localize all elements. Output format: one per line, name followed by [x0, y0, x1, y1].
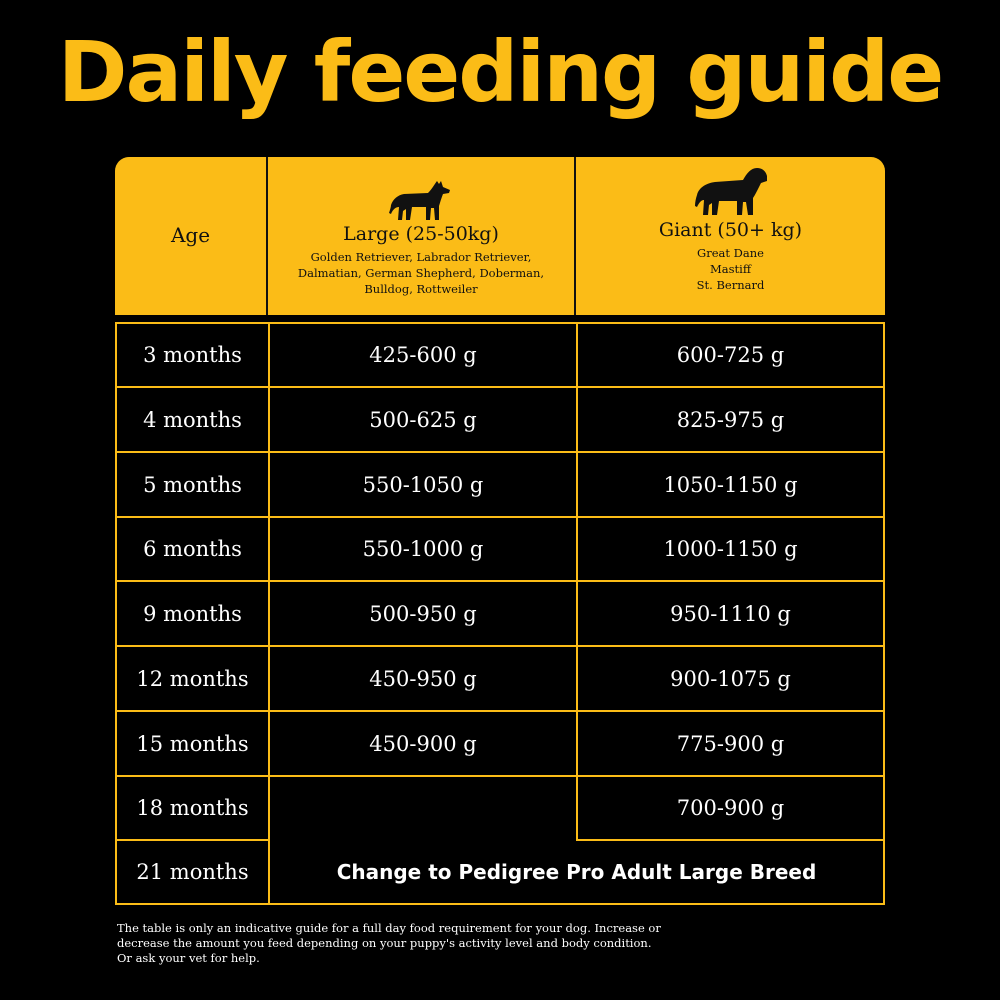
large-amount-cell: 550-1000 g	[268, 516, 578, 582]
header-giant-title: Giant (50+ kg)	[658, 219, 803, 241]
footer-line: decrease the amount you feed depending o…	[117, 936, 652, 950]
large-amount-cell: 500-625 g	[268, 386, 578, 453]
breed-line: Dalmatian, German Shepherd, Doberman,	[297, 266, 545, 280]
giant-amount-cell: 900-1075 g	[576, 645, 885, 712]
age-cell: 9 months	[115, 580, 270, 647]
breed-line: Bulldog, Rottweiler	[364, 282, 478, 296]
large-amount-cell: 550-1050 g	[268, 451, 578, 518]
giant-amount-cell: 950-1110 g	[576, 580, 885, 647]
breed-line: St. Bernard	[696, 278, 765, 292]
age-cell: 5 months	[115, 451, 270, 518]
giant-amount-cell: 600-725 g	[576, 322, 885, 388]
breed-line: Mastiff	[709, 262, 751, 276]
header-large-breeds: Golden Retriever, Labrador Retriever, Da…	[268, 249, 574, 297]
header-giant-breeds: Great Dane Mastiff St. Bernard	[576, 245, 885, 293]
age-cell: 3 months	[115, 322, 270, 388]
footer-line: The table is only an indicative guide fo…	[117, 921, 661, 935]
page-title: Daily feeding guide	[57, 23, 944, 121]
giant-amount-cell: 700-900 g	[576, 775, 885, 841]
footer-line: Or ask your vet for help.	[117, 951, 260, 965]
giant-amount-cell: 1000-1150 g	[576, 516, 885, 582]
header-giant-cell: Giant (50+ kg) Great Dane Mastiff St. Be…	[576, 157, 885, 315]
giant-dog-icon	[694, 168, 767, 215]
giant-amount-cell: 775-900 g	[576, 710, 885, 777]
breed-line: Great Dane	[697, 246, 764, 260]
age-cell: 15 months	[115, 710, 270, 777]
breed-line: Golden Retriever, Labrador Retriever,	[310, 250, 532, 264]
large-dog-icon	[389, 181, 450, 220]
footer-note: The table is only an indicative guide fo…	[117, 921, 737, 966]
large-amount-cell: 450-950 g	[268, 645, 578, 712]
large-amount-cell: 450-900 g	[268, 710, 578, 777]
age-cell: 12 months	[115, 645, 270, 712]
age-cell: 21 months	[115, 839, 270, 905]
header-large-title: Large (25-50kg)	[343, 223, 499, 245]
large-amount-cell: 500-950 g	[268, 580, 578, 647]
header-age-cell: Age	[115, 157, 268, 315]
table-header: Age Large (25-50kg) Golden Retriever, La…	[115, 157, 885, 315]
header-age-label: Age	[170, 223, 211, 247]
giant-amount-cell: 1050-1150 g	[576, 451, 885, 518]
large-amount-cell: 425-600 g	[268, 322, 578, 388]
change-note: Change to Pedigree Pro Adult Large Breed	[336, 860, 817, 884]
age-cell: 18 months	[115, 775, 270, 841]
giant-amount-cell: 825-975 g	[576, 386, 885, 453]
age-cell: 4 months	[115, 386, 270, 453]
header-large-cell: Large (25-50kg) Golden Retriever, Labrad…	[268, 157, 576, 315]
age-cell: 6 months	[115, 516, 270, 582]
